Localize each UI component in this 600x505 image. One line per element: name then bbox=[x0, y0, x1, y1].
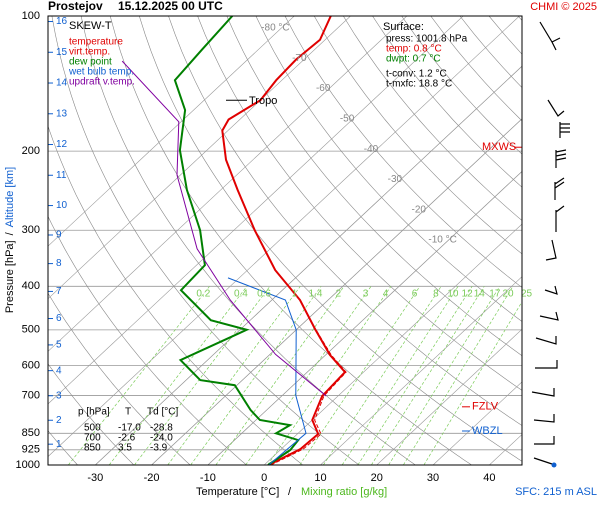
surface-title: Surface: bbox=[383, 21, 424, 33]
mixing-ratio-label: 3 bbox=[363, 289, 369, 300]
x-tick-label: 40 bbox=[483, 472, 495, 484]
mixing-ratio-label: 25 bbox=[521, 289, 533, 300]
y2-tick-label: 4 bbox=[56, 365, 62, 376]
y-tick-label: 100 bbox=[22, 10, 40, 22]
x-tick-label: 10 bbox=[314, 472, 326, 484]
table-header: Td [°C] bbox=[147, 407, 178, 418]
y2-tick-label: 14 bbox=[56, 78, 68, 89]
mixing-ratio-label: 1.4 bbox=[309, 289, 323, 300]
surface-dot bbox=[552, 463, 557, 468]
y2-tick-label: 13 bbox=[56, 108, 68, 119]
marker-label: MXWS bbox=[482, 141, 516, 153]
y2-tick-label: 9 bbox=[56, 230, 62, 241]
y-tick-label: 300 bbox=[22, 224, 40, 236]
y2-tick-label: 3 bbox=[56, 390, 62, 401]
mixing-ratio-label: 1 bbox=[292, 289, 298, 300]
mixing-ratio-label: 20 bbox=[503, 289, 515, 300]
mixing-ratio-label: 17 bbox=[489, 289, 501, 300]
isotherm-label: -20 bbox=[412, 204, 427, 215]
y-tick-label: 200 bbox=[22, 145, 40, 157]
y-tick-label: 1000 bbox=[16, 459, 40, 471]
mixing-ratio-label: 0.4 bbox=[234, 289, 248, 300]
y2-tick-label: 11 bbox=[56, 170, 67, 181]
table-cell: 850 bbox=[84, 443, 101, 454]
y-tick-label: 700 bbox=[22, 389, 40, 401]
x-axis-label: Temperature [°C] bbox=[196, 486, 279, 498]
isotherm-label: -60 bbox=[316, 83, 331, 94]
isotherm-label: -70 bbox=[292, 53, 307, 64]
mixing-ratio-label: 8 bbox=[433, 289, 439, 300]
y-tick-label: 600 bbox=[22, 359, 40, 371]
mixing-ratio-label: 6 bbox=[412, 289, 418, 300]
y-axis-part: Pressure [hPa] bbox=[4, 240, 16, 313]
isotherm-label: -40 bbox=[364, 144, 379, 155]
station: Prostejov bbox=[48, 0, 103, 13]
mixing-ratio-label: 10 bbox=[447, 289, 459, 300]
y-tick-label: 925 bbox=[22, 444, 40, 456]
y2-tick-label: 7 bbox=[56, 286, 62, 297]
y2-tick-label: 2 bbox=[56, 415, 62, 426]
isotherm-label: -80 °C bbox=[261, 23, 289, 34]
table-cell: -3.9 bbox=[150, 443, 168, 454]
datetime: 15.12.2025 00 UTC bbox=[118, 0, 223, 13]
y2-tick-label: 16 bbox=[56, 16, 68, 27]
table-cell: 3.5 bbox=[118, 443, 132, 454]
x-tick-label: 30 bbox=[427, 472, 439, 484]
credit: CHMI © 2025 bbox=[530, 1, 597, 13]
legend-entry: updraft v.temp. bbox=[69, 77, 135, 88]
y2-tick-label: 1 bbox=[56, 439, 62, 450]
table-header: p [hPa] bbox=[78, 407, 110, 418]
isotherm-label: -10 °C bbox=[428, 235, 456, 246]
y-tick-label: 850 bbox=[22, 427, 40, 439]
y-tick-label: 400 bbox=[22, 280, 40, 292]
x-tick-label: 20 bbox=[371, 472, 383, 484]
mixing-ratio-label: 0.2 bbox=[196, 289, 210, 300]
mixing-ratio-label: 14 bbox=[474, 289, 486, 300]
marker-label: FZLV bbox=[472, 401, 499, 413]
y2-tick-label: 10 bbox=[56, 200, 68, 211]
x-axis-label2: Mixing ratio [g/kg] bbox=[301, 486, 387, 498]
y2-tick-label: 12 bbox=[56, 139, 68, 150]
surface-dwpt: dwpt: 0.7 °C bbox=[386, 54, 441, 65]
marker-label: WBZL bbox=[472, 425, 503, 437]
x-tick-label: -20 bbox=[144, 472, 160, 484]
isotherm-label: -30 bbox=[388, 174, 403, 185]
y2-tick-label: 15 bbox=[56, 47, 68, 58]
y-tick-label: 500 bbox=[22, 324, 40, 336]
marker-label: Tropo bbox=[249, 95, 277, 107]
legend-title: SKEW-T bbox=[69, 20, 112, 32]
sfc-note: SFC: 215 m ASL bbox=[515, 486, 597, 498]
mixing-ratio-label: 4 bbox=[383, 289, 389, 300]
y-axis-part: Altitude [km] bbox=[4, 167, 16, 228]
x-tick-label: -30 bbox=[87, 472, 103, 484]
y2-tick-label: 6 bbox=[56, 313, 62, 324]
y2-tick-label: 8 bbox=[56, 258, 62, 269]
y2-tick-label: 5 bbox=[56, 340, 62, 351]
table-header: T bbox=[125, 407, 131, 418]
x-tick-label: -10 bbox=[200, 472, 216, 484]
mixing-ratio-label: 2 bbox=[336, 289, 342, 300]
x-tick-label: 0 bbox=[261, 472, 267, 484]
isotherm-label: -50 bbox=[340, 113, 355, 124]
mixing-ratio-label: 12 bbox=[462, 289, 474, 300]
mixing-ratio-label: 0.6 bbox=[257, 289, 271, 300]
surface-tmxfc: t-mxfc: 18.8 °C bbox=[386, 79, 452, 90]
